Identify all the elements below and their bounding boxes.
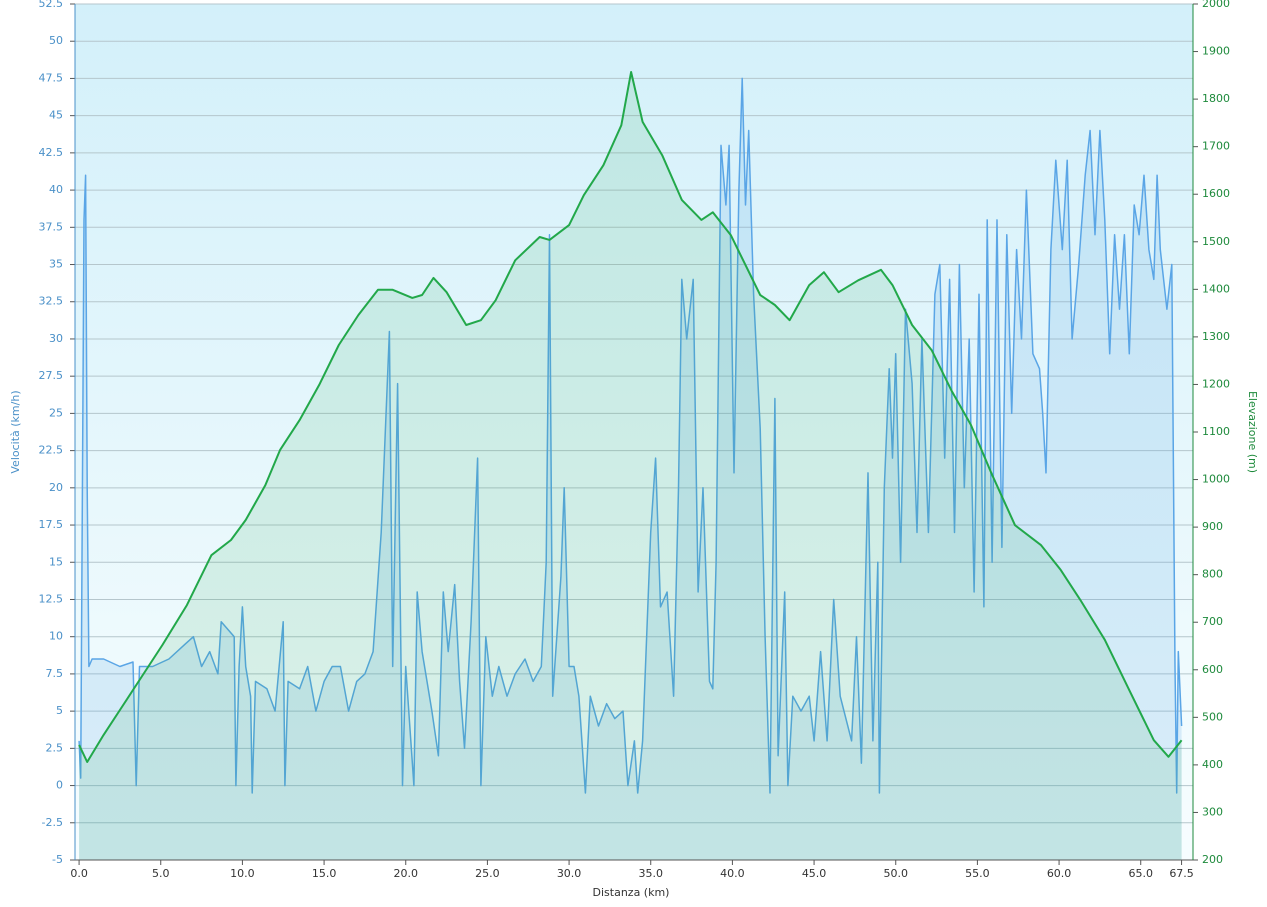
y2-tick-label: 200 — [1202, 853, 1223, 866]
x-tick-label: 25.0 — [475, 867, 500, 880]
y2-tick-label: 400 — [1202, 758, 1223, 771]
y-tick-label: 35 — [49, 258, 63, 271]
y2-tick-label: 600 — [1202, 663, 1223, 676]
y-tick-label: 27.5 — [39, 369, 64, 382]
y-tick-label: -2.5 — [42, 816, 63, 829]
y-tick-label: 52.5 — [39, 0, 64, 10]
y2-tick-label: 1100 — [1202, 425, 1230, 438]
x-tick-label: 65.0 — [1128, 867, 1153, 880]
x-tick-label: 0.0 — [70, 867, 88, 880]
y-tick-label: 42.5 — [39, 146, 64, 159]
y-tick-label: 10 — [49, 630, 63, 643]
y-tick-label: 40 — [49, 183, 63, 196]
y-tick-label: 37.5 — [39, 220, 64, 233]
x-tick-label: 5.0 — [152, 867, 170, 880]
y2-tick-label: 1600 — [1202, 187, 1230, 200]
y-tick-label: 17.5 — [39, 518, 64, 531]
y-tick-label: 30 — [49, 332, 63, 345]
y-tick-label: 25 — [49, 406, 63, 419]
area-fill — [79, 78, 1182, 860]
x-axis-label: Distanza (km) — [593, 886, 670, 899]
y-tick-label: 45 — [49, 109, 63, 122]
x-tick-label: 10.0 — [230, 867, 255, 880]
y-tick-label: 20 — [49, 481, 63, 494]
y-tick-label: 12.5 — [39, 592, 64, 605]
y2-tick-label: 300 — [1202, 805, 1223, 818]
y2-tick-label: 1300 — [1202, 330, 1230, 343]
y-tick-label: -5 — [52, 853, 63, 866]
x-tick-label: 50.0 — [883, 867, 908, 880]
plot-background — [75, 4, 1193, 860]
y-tick-label: 5 — [56, 704, 63, 717]
y2-axis-label: Elevazione (m) — [1246, 391, 1259, 473]
series-line — [78, 71, 1183, 763]
x-tick-label: 45.0 — [802, 867, 827, 880]
y2-tick-label: 700 — [1202, 615, 1223, 628]
y-axis-label: Velocità (km/h) — [9, 390, 22, 473]
y2-tick-label: 1800 — [1202, 92, 1230, 105]
y2-tick-label: 2000 — [1202, 0, 1230, 10]
y2-tick-label: 500 — [1202, 710, 1223, 723]
x-tick-label: 30.0 — [557, 867, 582, 880]
x-tick-label: 40.0 — [720, 867, 745, 880]
y2-tick-label: 1900 — [1202, 45, 1230, 58]
area-fill — [79, 72, 1182, 860]
y2-tick-label: 1200 — [1202, 377, 1230, 390]
x-tick-label: 67.5 — [1169, 867, 1194, 880]
y2-tick-label: 1500 — [1202, 235, 1230, 248]
y-tick-label: 7.5 — [46, 667, 64, 680]
y2-tick-label: 900 — [1202, 520, 1223, 533]
y-tick-label: 50 — [49, 34, 63, 47]
y-tick-label: 2.5 — [46, 741, 64, 754]
x-tick-label: 35.0 — [638, 867, 663, 880]
y2-tick-label: 800 — [1202, 568, 1223, 581]
y-tick-label: 15 — [49, 555, 63, 568]
y2-tick-label: 1000 — [1202, 473, 1230, 486]
y-tick-label: 0 — [56, 779, 63, 792]
y-tick-label: 32.5 — [39, 295, 64, 308]
series-line — [78, 77, 1183, 794]
x-tick-label: 60.0 — [1047, 867, 1072, 880]
x-tick-label: 20.0 — [393, 867, 418, 880]
x-tick-label: 15.0 — [312, 867, 337, 880]
y2-tick-label: 1700 — [1202, 140, 1230, 153]
y2-tick-label: 1400 — [1202, 282, 1230, 295]
y-tick-label: 47.5 — [39, 71, 64, 84]
x-tick-label: 55.0 — [965, 867, 990, 880]
y-tick-label: 22.5 — [39, 444, 64, 457]
